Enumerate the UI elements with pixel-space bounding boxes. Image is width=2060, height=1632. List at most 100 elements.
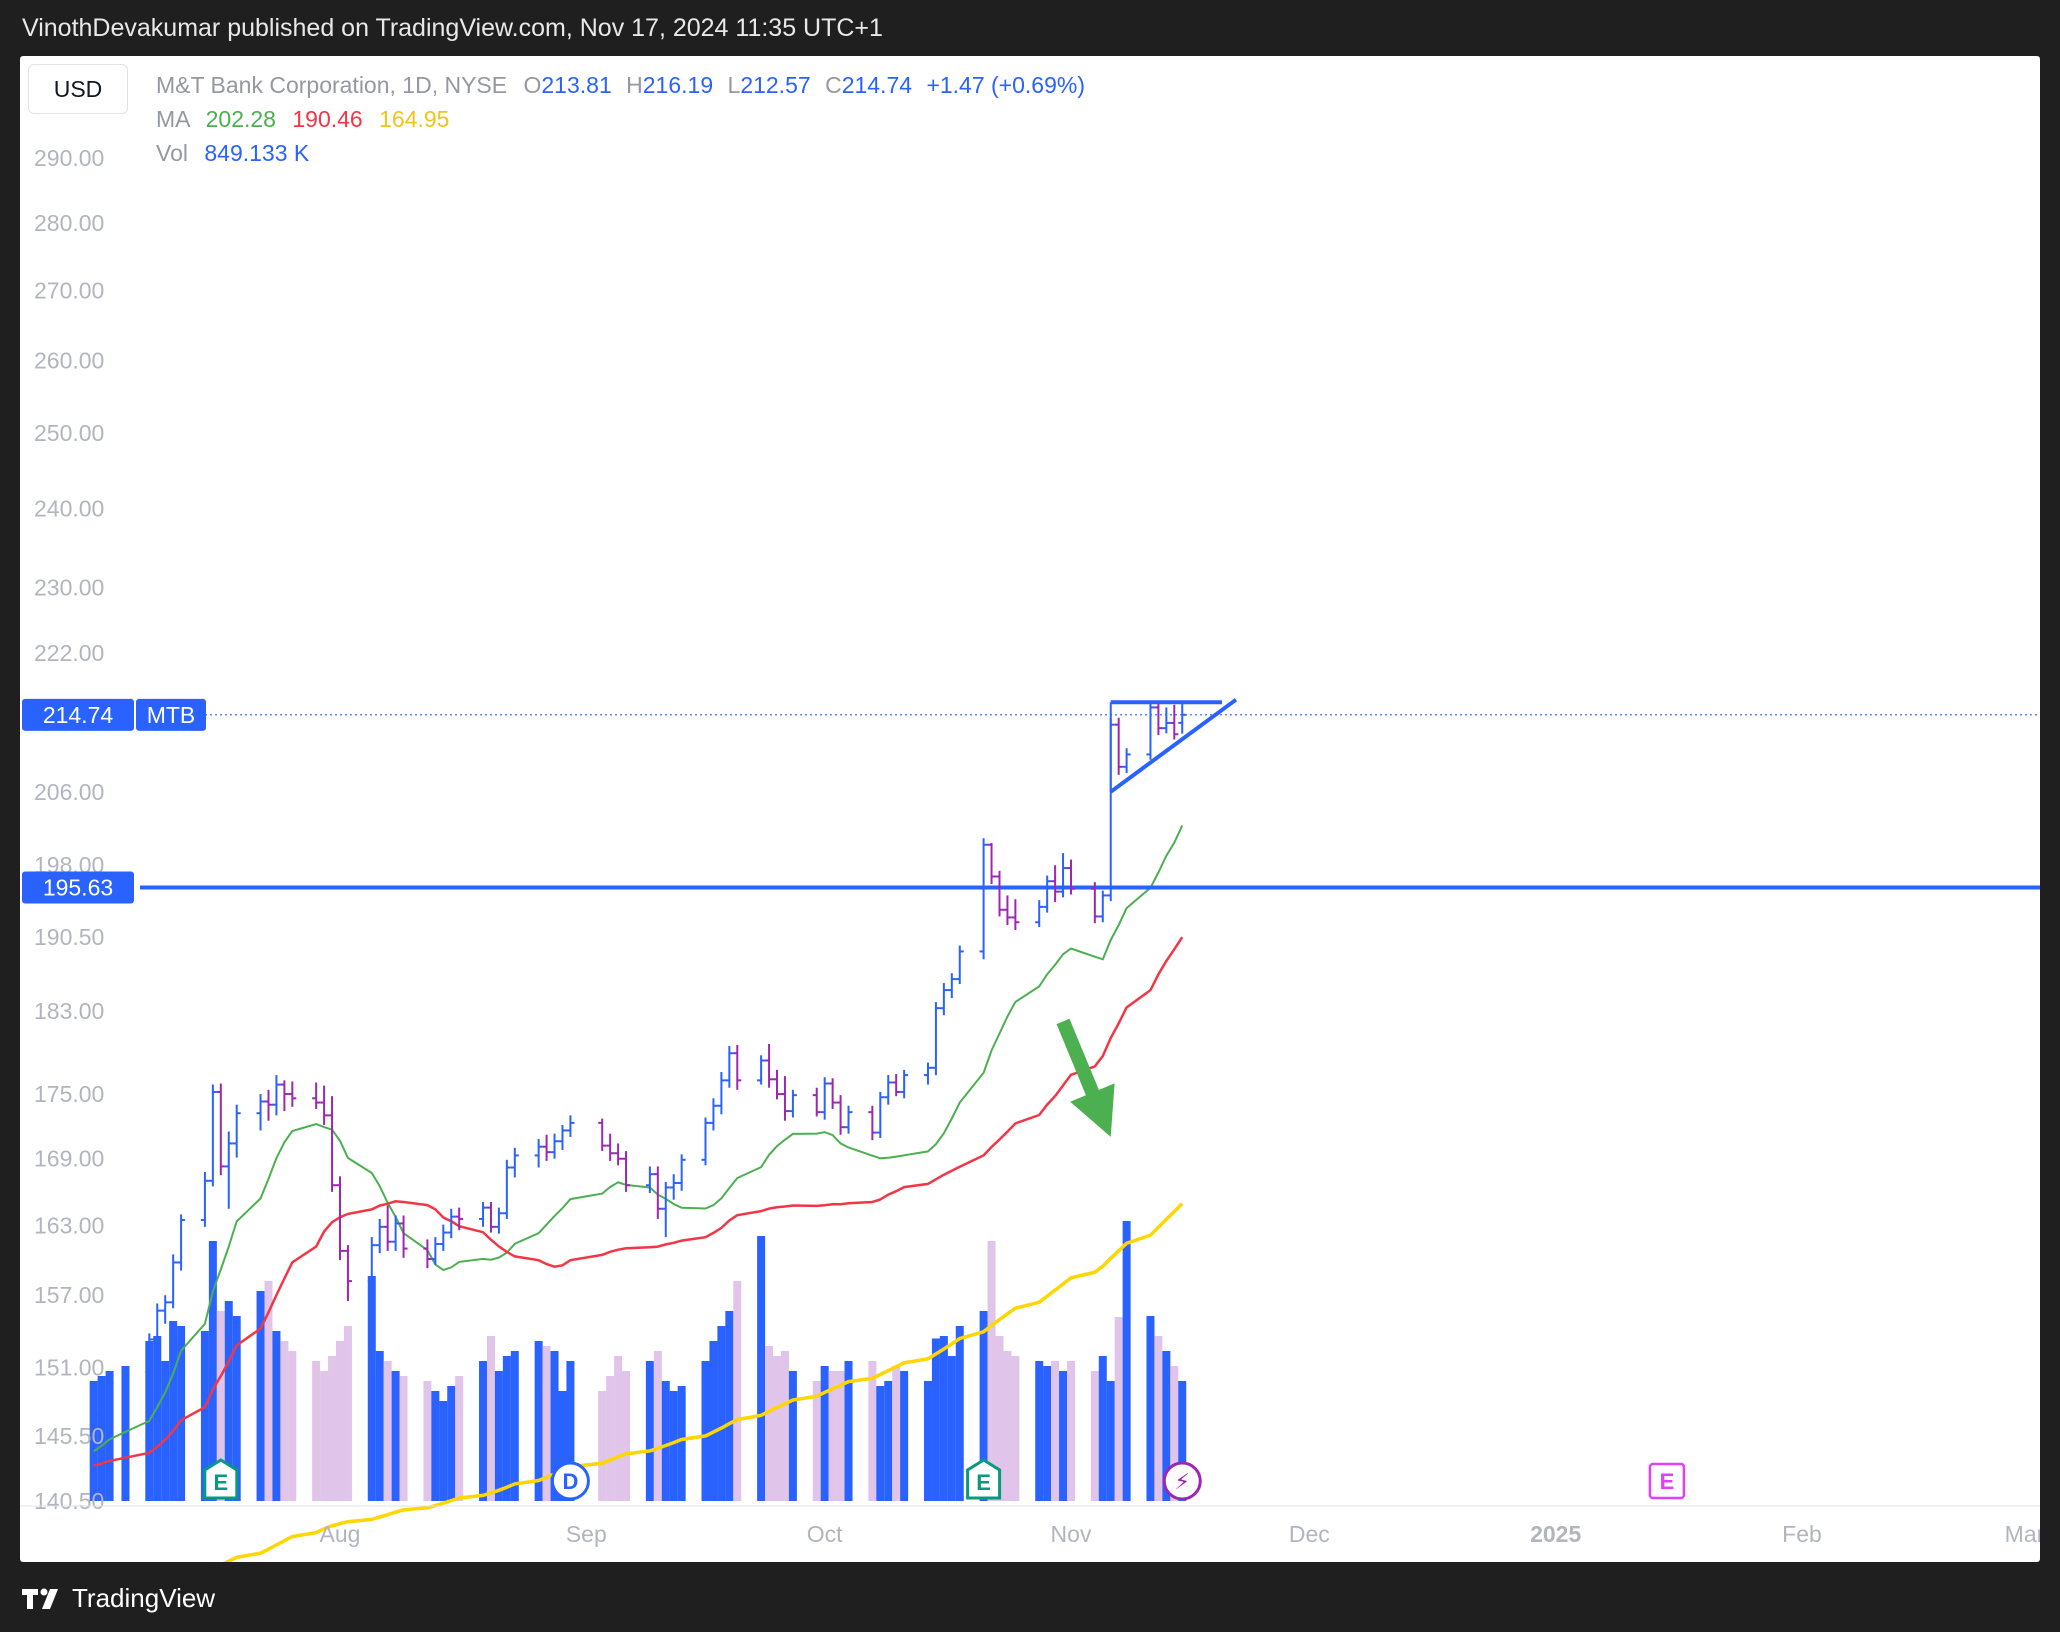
ohlc-bar xyxy=(145,1333,154,1379)
volume-bar xyxy=(312,1361,321,1501)
triangle-rising-line[interactable] xyxy=(1109,698,1238,794)
ohlc-bar xyxy=(1051,865,1060,903)
y-tick-label: 280.00 xyxy=(34,210,104,236)
volume-bar xyxy=(1170,1366,1179,1501)
ohlc-bar xyxy=(773,1069,782,1100)
ohlc-bar xyxy=(1122,748,1131,774)
volume-bar xyxy=(987,1241,996,1501)
tradingview-logo[interactable]: TradingView xyxy=(22,1583,215,1614)
ohlc-bar xyxy=(153,1303,162,1346)
ohlc-bar xyxy=(820,1077,829,1120)
volume-bar xyxy=(1067,1361,1075,1501)
y-tick-label: 169.00 xyxy=(34,1146,104,1172)
dividend-marker[interactable]: D xyxy=(550,1461,590,1501)
ma-slow-value: 164.95 xyxy=(379,106,450,132)
x-tick-label: Aug xyxy=(320,1521,361,1547)
volume-bar xyxy=(725,1311,734,1501)
volume-bar xyxy=(169,1321,178,1501)
legend-ma[interactable]: MA 202.28 190.46 164.95 xyxy=(156,106,449,133)
volume-bar xyxy=(733,1281,742,1501)
ohlc-bar xyxy=(288,1081,297,1107)
open-value: 213.81 xyxy=(541,72,612,98)
ohlc-bar xyxy=(725,1045,734,1088)
volume-bar xyxy=(701,1361,710,1501)
x-tick-label: Sep xyxy=(566,1521,607,1547)
volume-bar xyxy=(598,1391,607,1501)
volume-bar xyxy=(494,1371,503,1501)
ohlc-bar xyxy=(280,1080,289,1112)
ohlc-bars xyxy=(89,702,1187,1433)
event-markers[interactable]: E D E ⚡ E xyxy=(203,1458,1686,1501)
x-axis: Aug Sep Oct Nov Dec 2025 Feb Mar xyxy=(20,1505,2040,1547)
ohlc-bar xyxy=(900,1069,909,1099)
earnings-marker[interactable]: E xyxy=(203,1458,239,1500)
split-marker[interactable]: ⚡ xyxy=(1162,1461,1202,1501)
ma-fast-value: 202.28 xyxy=(205,106,276,132)
volume-bar xyxy=(661,1381,670,1501)
volume-bar xyxy=(844,1361,853,1501)
ohlc-bar xyxy=(780,1076,789,1121)
ohlc-bar xyxy=(653,1166,662,1219)
volume-bar xyxy=(868,1361,877,1501)
x-tick-label: Oct xyxy=(807,1521,843,1547)
ohlc-bar xyxy=(733,1044,742,1090)
ohlc-bar xyxy=(486,1201,495,1233)
ohlc-bar xyxy=(550,1133,559,1159)
volume-bar xyxy=(383,1361,392,1501)
earnings-badge-letter: E xyxy=(213,1470,228,1495)
chart-panel[interactable]: E D E ⚡ E 290.00 280.00 270.00 260.00 250.00 240.… xyxy=(20,56,2040,1562)
horizontal-level-label-bg xyxy=(22,871,134,904)
volume-bar xyxy=(947,1356,956,1501)
ohlc-bar xyxy=(399,1215,408,1258)
ohlc-bar xyxy=(598,1118,607,1152)
ohlc-bar xyxy=(828,1078,837,1109)
ohlc-bar xyxy=(765,1043,774,1088)
volume-bar xyxy=(558,1391,567,1501)
currency-button[interactable]: USD xyxy=(28,64,128,114)
ohlc-bar xyxy=(645,1166,654,1194)
legend-volume[interactable]: Vol 849.133 K xyxy=(156,140,309,167)
ohlc-bar xyxy=(375,1218,384,1254)
volume-bar xyxy=(1178,1381,1187,1501)
volume-bar xyxy=(264,1281,273,1501)
volume-bar xyxy=(1154,1336,1163,1501)
volume-bar xyxy=(1035,1361,1044,1501)
drawings[interactable] xyxy=(1056,698,1238,1137)
green-arrow[interactable] xyxy=(1056,1018,1115,1137)
volume-bar xyxy=(995,1336,1004,1501)
volume-bar xyxy=(1162,1351,1171,1501)
volume-bar xyxy=(375,1351,384,1501)
price-chart[interactable]: E D E ⚡ E 290.00 280.00 270.00 260.00 250.00 240.… xyxy=(20,56,2040,1562)
y-tick-label: 190.50 xyxy=(34,924,104,950)
dividend-badge-letter: D xyxy=(562,1469,578,1494)
y-tick-label: 145.50 xyxy=(34,1423,104,1449)
ohlc-bar xyxy=(876,1091,885,1139)
y-tick-label: 163.00 xyxy=(34,1213,104,1239)
ohlc-bar xyxy=(439,1224,448,1251)
ohlc-bar xyxy=(494,1207,503,1234)
ohlc-bar xyxy=(677,1154,686,1191)
volume-bar xyxy=(510,1351,519,1501)
volume-bar xyxy=(177,1326,186,1501)
ohlc-bar xyxy=(1114,717,1123,775)
ohlc-bar xyxy=(979,838,988,960)
ohlc-bar xyxy=(312,1082,321,1109)
ohlc-bar xyxy=(987,842,996,885)
horizontal-level-label-text: 195.63 xyxy=(43,875,113,901)
ohlc-bar xyxy=(709,1098,718,1131)
volume-bar xyxy=(566,1361,575,1501)
volume-bar xyxy=(343,1326,352,1501)
volume-bar xyxy=(828,1371,837,1501)
ohlc-bar xyxy=(224,1131,233,1209)
publish-text: VinothDevakumar published on TradingView… xyxy=(22,14,883,42)
volume-bar xyxy=(121,1366,130,1501)
future-earnings-marker[interactable]: E xyxy=(1648,1462,1686,1500)
volume-bar xyxy=(645,1361,654,1501)
last-price-label-text: 214.74 xyxy=(43,702,114,728)
ascending-triangle[interactable] xyxy=(1109,698,1238,794)
volume-bar xyxy=(820,1366,829,1501)
y-tick-label: 260.00 xyxy=(34,347,104,373)
volume-bar xyxy=(208,1241,217,1501)
earnings-marker[interactable]: E xyxy=(966,1458,1002,1500)
low-value: 212.57 xyxy=(740,72,811,98)
